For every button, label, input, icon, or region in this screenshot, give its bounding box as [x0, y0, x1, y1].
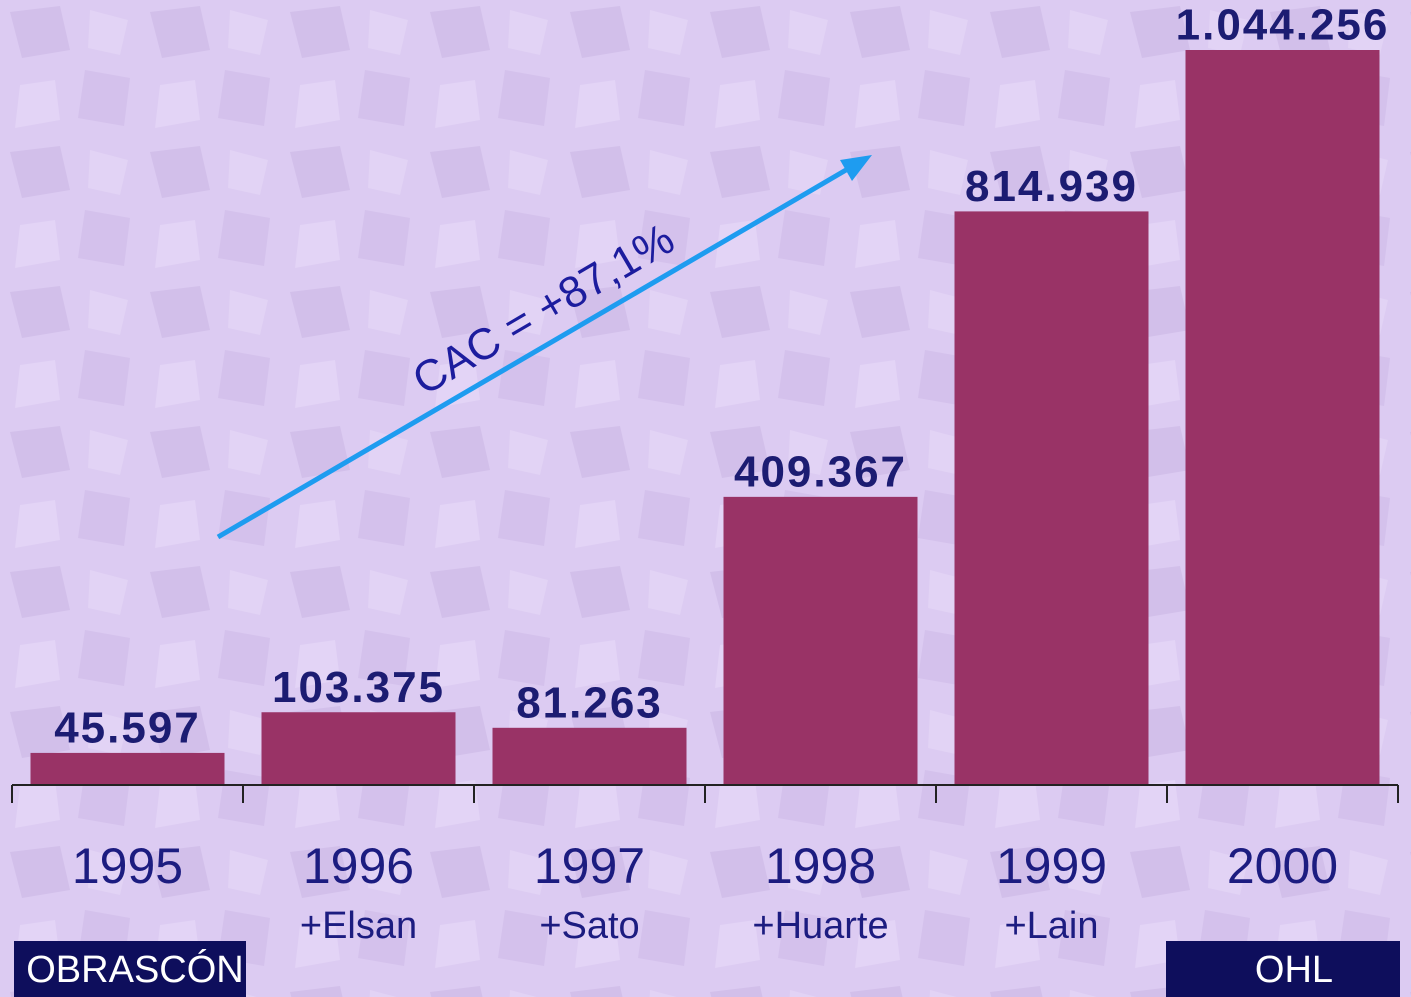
growth-arrow	[216, 167, 848, 540]
company-label: OBRASCÓN	[26, 948, 243, 991]
value-label: 45.597	[54, 704, 201, 753]
bar	[492, 727, 687, 785]
bar	[723, 496, 918, 785]
bar	[954, 211, 1149, 786]
x-tick-label: 1998	[765, 838, 876, 894]
x-tick-label: 1995	[72, 838, 183, 894]
growth-arrow-head	[840, 155, 872, 181]
category-note: +Lain	[1004, 905, 1098, 947]
value-label: 409.367	[734, 447, 907, 496]
value-label: 814.939	[965, 162, 1138, 211]
company-label: OHL	[1255, 949, 1333, 991]
company-box	[14, 941, 246, 997]
x-tick-label: 1996	[303, 838, 414, 894]
category-note: +Huarte	[752, 905, 888, 947]
category-note: +Elsan	[300, 905, 417, 947]
value-label: 103.375	[272, 663, 445, 712]
value-label: 1.044.256	[1176, 1, 1390, 50]
bar	[30, 752, 225, 785]
bar	[1185, 50, 1380, 785]
bar	[261, 712, 456, 785]
x-tick-label: 1999	[996, 838, 1107, 894]
x-tick-label: 1997	[534, 838, 645, 894]
company-box	[1166, 941, 1400, 997]
x-tick-label: 2000	[1227, 838, 1338, 894]
category-note: +Sato	[539, 905, 639, 947]
value-label: 81.263	[516, 678, 663, 727]
plot-area: 45.597 1995 103.375 1996 +Elsan 81.263 1997 +Sa…	[11, 1, 1399, 947]
